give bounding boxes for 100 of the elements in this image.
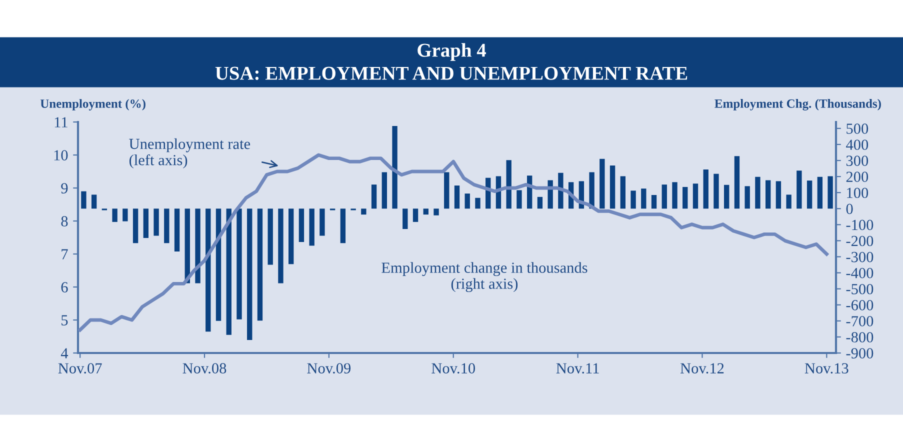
bar — [392, 126, 398, 209]
y-tick-label: 6 — [61, 282, 68, 292]
bar — [610, 165, 616, 209]
bar — [216, 208, 222, 321]
y2-tick-label: -900 — [846, 348, 874, 358]
bar — [703, 169, 708, 209]
bar — [81, 191, 86, 209]
x-tick-label: Nov.13 — [804, 363, 848, 374]
bar — [589, 172, 594, 209]
y-axis-title: Unemployment (%) — [40, 99, 146, 110]
bar — [402, 208, 408, 229]
bar — [714, 174, 719, 209]
bar — [692, 184, 698, 209]
bar — [475, 198, 480, 209]
bar — [464, 194, 470, 209]
bar — [434, 208, 439, 216]
bar — [744, 186, 750, 209]
x-tick-label: Nov.10 — [432, 363, 475, 374]
y-tick-label: 11 — [54, 117, 68, 128]
bar — [320, 208, 325, 236]
bar — [298, 208, 304, 242]
y2-tick-label: -300 — [846, 252, 874, 262]
bar — [682, 186, 688, 209]
bar — [340, 208, 346, 244]
bar — [537, 196, 543, 209]
bar — [174, 208, 180, 252]
bar — [268, 208, 273, 265]
y2-axis-title: Employment Chg. (Thousands) — [714, 99, 881, 110]
bar — [516, 190, 522, 209]
y2-tick-label: -800 — [846, 332, 874, 342]
bar — [796, 170, 802, 209]
bar — [382, 172, 388, 209]
chart-subtitle: USA: EMPLOYMENT AND UNEMPLOYMENT RATE — [215, 66, 688, 80]
bar — [154, 208, 159, 236]
bar — [651, 194, 657, 209]
bar — [765, 180, 771, 209]
annotation: Employment change in thousands (right axis) — [382, 262, 588, 292]
y-tick-label: 10 — [54, 150, 68, 160]
bar — [662, 184, 667, 209]
y-tick-label: 4 — [60, 348, 68, 358]
y2-tick-label: 400 — [846, 140, 868, 150]
bar — [423, 208, 428, 215]
bar — [206, 208, 211, 332]
bar — [91, 194, 97, 209]
y2-tick-label: -500 — [846, 284, 874, 294]
bar — [444, 172, 450, 209]
bar — [786, 194, 792, 209]
y2-tick-label: -700 — [846, 316, 874, 326]
y2-tick-label: -600 — [846, 300, 874, 310]
bar — [641, 188, 646, 209]
bar — [506, 160, 512, 209]
x-tick-label: Nov.09 — [307, 363, 351, 374]
y-tick-label: 9 — [61, 183, 68, 194]
bar — [776, 181, 782, 209]
bar — [236, 208, 242, 320]
y-tick-label: 8 — [61, 216, 68, 226]
bar — [195, 208, 200, 284]
y-tick-label: 7 — [62, 249, 68, 260]
y2-tick-label: 500 — [846, 124, 868, 134]
y2-tick-label: -100 — [846, 220, 874, 230]
bar — [164, 208, 170, 244]
bar — [122, 208, 128, 222]
bar — [755, 176, 760, 209]
bar — [371, 184, 377, 209]
x-tick-label: Nov.08 — [182, 363, 226, 374]
bar — [412, 208, 418, 222]
bar — [257, 208, 263, 321]
bar — [548, 180, 553, 209]
y2-tick-label: 200 — [846, 172, 868, 182]
bar — [454, 186, 460, 209]
chart-title: Graph 4 — [418, 43, 486, 61]
bar — [734, 156, 740, 209]
x-tick-label: Nov.12 — [680, 363, 724, 374]
bar — [724, 184, 730, 209]
bar — [247, 208, 252, 340]
y2-tick-label: -200 — [846, 236, 874, 246]
y-tick-label: 5 — [62, 315, 68, 326]
line-series — [78, 153, 828, 332]
x-tick-label: Nov.11 — [556, 363, 599, 374]
bar — [828, 176, 833, 209]
bar — [620, 176, 626, 209]
bar — [630, 190, 636, 209]
annotation: Unemployment rate (left axis) — [129, 138, 250, 168]
bar — [226, 208, 232, 335]
bar — [600, 158, 605, 209]
bar — [817, 176, 823, 209]
y2-tick-label: 100 — [847, 188, 868, 198]
bar — [309, 208, 314, 246]
bar — [278, 208, 284, 284]
bar — [361, 208, 366, 215]
bar — [112, 208, 118, 222]
bar — [288, 208, 294, 264]
bar — [672, 182, 678, 209]
x-tick-label: Nov.07 — [58, 363, 102, 374]
y2-tick-label: 300 — [846, 156, 868, 166]
bar — [143, 208, 149, 238]
y2-tick-label: -400 — [846, 268, 874, 278]
bar — [806, 180, 812, 209]
bar — [132, 208, 138, 244]
y2-tick-label: 0 — [846, 204, 853, 214]
